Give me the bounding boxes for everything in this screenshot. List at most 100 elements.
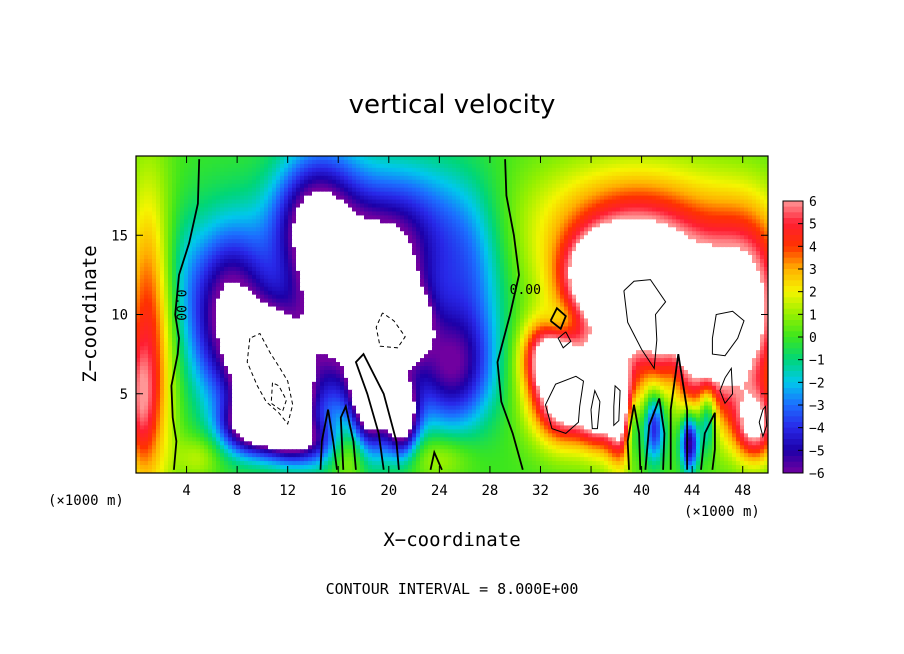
- field-cell: [460, 199, 465, 205]
- field-cell: [336, 167, 341, 173]
- field-cell: [280, 243, 285, 248]
- field-cell: [300, 243, 305, 248]
- field-cell: [712, 207, 717, 213]
- field-cell: [408, 239, 413, 244]
- field-cell: [308, 163, 313, 169]
- field-cell: [280, 235, 285, 240]
- field-cell: [388, 187, 393, 193]
- field-cell: [224, 262, 229, 268]
- field-cell: [244, 270, 249, 276]
- field-cell: [608, 199, 613, 205]
- field-cell: [312, 266, 317, 272]
- field-cell: [740, 207, 745, 213]
- field-cell: [464, 274, 469, 280]
- field-cell: [456, 191, 461, 197]
- field-cell: [696, 215, 701, 220]
- field-cell: [572, 163, 577, 169]
- field-cell: [312, 191, 317, 197]
- field-cell: [356, 159, 361, 165]
- field-cell: [468, 223, 473, 228]
- field-cell: [324, 159, 329, 165]
- field-cell: [220, 211, 225, 217]
- field-cell: [756, 199, 761, 205]
- field-cell: [196, 274, 201, 280]
- field-cell: [560, 255, 565, 260]
- field-cell: [676, 227, 681, 232]
- field-cell: [388, 156, 393, 161]
- field-cell: [688, 247, 693, 252]
- field-cell: [404, 259, 409, 264]
- field-cell: [596, 195, 601, 201]
- field-cell: [564, 199, 569, 205]
- field-cell: [460, 159, 465, 165]
- field-cell: [584, 199, 589, 205]
- field-cell: [180, 219, 185, 224]
- field-cell: [276, 223, 281, 228]
- field-cell: [568, 207, 573, 213]
- field-cell: [176, 183, 181, 189]
- field-cell: [200, 243, 205, 248]
- field-cell: [416, 251, 421, 256]
- field-cell: [696, 243, 701, 248]
- field-cell: [524, 274, 529, 280]
- field-cell: [560, 251, 565, 256]
- field-cell: [360, 175, 365, 181]
- field-cell: [364, 207, 369, 213]
- field-cell: [508, 251, 513, 256]
- field-cell: [492, 247, 497, 252]
- field-cell: [500, 266, 505, 272]
- field-cell: [624, 255, 629, 260]
- field-cell: [360, 183, 365, 189]
- field-cell: [460, 167, 465, 173]
- field-cell: [160, 270, 165, 276]
- field-cell: [196, 247, 201, 252]
- field-cell: [632, 259, 637, 264]
- field-cell: [220, 195, 225, 201]
- field-cell: [736, 219, 741, 224]
- field-cell: [452, 255, 457, 260]
- field-cell: [188, 227, 193, 232]
- field-cell: [396, 191, 401, 197]
- field-cell: [580, 243, 585, 248]
- field-cell: [576, 219, 581, 224]
- field-cell: [596, 203, 601, 209]
- field-cell: [288, 274, 293, 280]
- field-cell: [488, 227, 493, 232]
- field-cell: [384, 231, 389, 236]
- field-cell: [276, 239, 281, 244]
- field-cell: [496, 215, 501, 220]
- field-cell: [284, 183, 289, 189]
- field-cell: [724, 187, 729, 193]
- field-cell: [324, 278, 329, 284]
- field-cell: [540, 203, 545, 209]
- field-cell: [280, 255, 285, 260]
- field-cell: [348, 278, 353, 284]
- field-cell: [720, 199, 725, 205]
- field-cell: [488, 239, 493, 244]
- field-cell: [492, 266, 497, 272]
- field-cell: [556, 274, 561, 280]
- field-cell: [728, 266, 733, 272]
- field-cell: [596, 227, 601, 232]
- field-cell: [192, 175, 197, 181]
- field-cell: [304, 278, 309, 284]
- field-cell: [384, 239, 389, 244]
- field-cell: [152, 259, 157, 264]
- field-cell: [620, 183, 625, 189]
- field-cell: [524, 270, 529, 276]
- field-cell: [700, 195, 705, 201]
- field-cell: [312, 199, 317, 205]
- field-cell: [632, 239, 637, 244]
- field-cell: [292, 270, 297, 276]
- field-cell: [428, 199, 433, 205]
- field-cell: [304, 243, 309, 248]
- field-cell: [276, 195, 281, 201]
- field-cell: [176, 251, 181, 256]
- field-cell: [416, 195, 421, 201]
- field-cell: [448, 211, 453, 217]
- field-cell: [524, 251, 529, 256]
- field-cell: [332, 187, 337, 193]
- field-cell: [524, 247, 529, 252]
- field-cell: [700, 199, 705, 205]
- field-cell: [136, 171, 141, 177]
